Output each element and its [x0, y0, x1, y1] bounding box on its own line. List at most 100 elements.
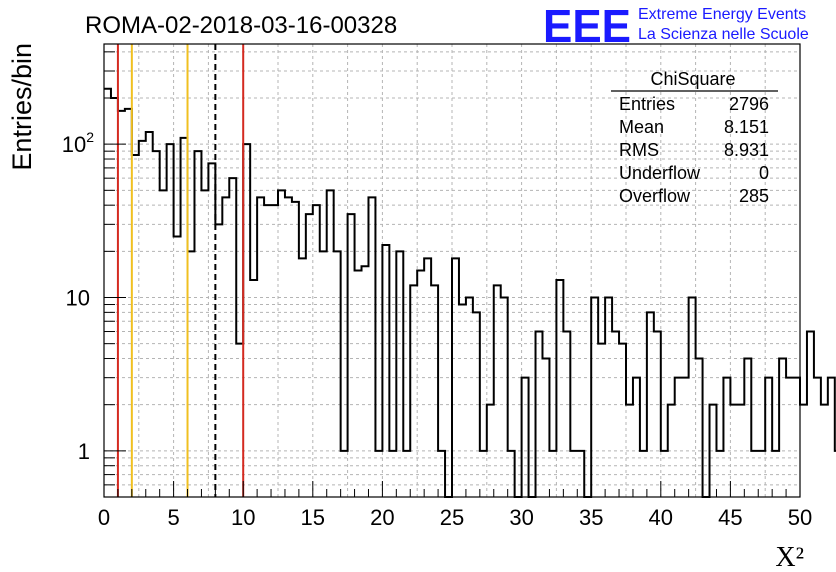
y-tick-label: 1: [78, 439, 90, 464]
histogram-bin: [264, 205, 271, 497]
stats-value: 8.151: [724, 117, 769, 137]
histogram-bin: [542, 359, 549, 497]
stats-label: Underflow: [619, 163, 701, 183]
histogram-bin: [633, 378, 640, 497]
x-tick-label: 5: [167, 505, 179, 530]
histogram-bin: [765, 378, 772, 497]
histogram-bin: [334, 251, 341, 497]
vertical-lines: [116, 44, 245, 497]
histogram-bin: [522, 378, 529, 497]
histogram-bin: [605, 298, 612, 497]
stats-value: 0: [759, 163, 769, 183]
histogram-bin: [382, 245, 389, 497]
histogram-bin: [459, 305, 466, 497]
histogram-bin: [194, 151, 201, 497]
histogram-bin: [536, 332, 543, 497]
x-axis: 0 5 10 15 20 25 30 35 40 45 50: [98, 481, 812, 530]
histogram-bin: [243, 144, 250, 497]
stats-value: 285: [739, 186, 769, 206]
histogram-bin: [786, 378, 793, 497]
histogram-bin: [104, 89, 111, 497]
histogram-bin: [689, 298, 696, 497]
stats-label: Mean: [619, 117, 664, 137]
histogram-bin: [821, 405, 828, 497]
y-axis-label: Entries/bin: [7, 43, 37, 171]
stats-value: 2796: [729, 94, 769, 114]
histogram-outline: [104, 87, 836, 498]
histogram-bin: [313, 205, 320, 497]
histogram-bin: [828, 378, 835, 497]
x-tick-label: 35: [579, 505, 603, 530]
x-tick-label: 40: [649, 505, 673, 530]
y-axis: 1 10 102: [62, 51, 126, 498]
x-axis-label: X²: [775, 542, 804, 572]
x-tick-label: 25: [440, 505, 464, 530]
histogram-bin: [814, 378, 821, 497]
histogram-bin: [501, 298, 508, 497]
histogram-bin: [153, 151, 160, 497]
histogram-bin: [598, 344, 605, 497]
histogram-bin: [181, 138, 188, 497]
histogram-bin: [167, 144, 174, 497]
histogram-bin: [348, 214, 355, 497]
histogram-bin: [271, 205, 278, 497]
histogram-bin: [675, 378, 682, 497]
histogram-bin: [125, 109, 132, 497]
histogram-bin: [188, 251, 195, 497]
x-tick-label: 50: [788, 505, 812, 530]
histogram-bin: [723, 378, 730, 497]
histogram-bin: [779, 359, 786, 497]
histogram: [104, 87, 836, 498]
stats-label: Overflow: [619, 186, 691, 206]
histogram-bin: [222, 197, 229, 497]
histogram-bin: [368, 197, 375, 497]
histogram-bin: [285, 197, 292, 497]
eee-logo: EEE Extreme Energy Events La Scienza nel…: [543, 0, 809, 52]
histogram-bin: [744, 359, 751, 497]
x-tick-label: 20: [370, 505, 394, 530]
histogram-bin: [362, 266, 369, 497]
histogram-bin: [800, 405, 807, 497]
histogram-bin: [139, 141, 146, 497]
histogram-bin: [208, 163, 215, 497]
histogram-bin: [236, 344, 243, 497]
histogram-bin: [654, 332, 661, 497]
histogram-bin: [619, 344, 626, 497]
stats-rows: Entries 2796 Mean 8.151 RMS 8.931 Underflow 0 Ov…: [619, 94, 769, 206]
stats-label: Entries: [619, 94, 675, 114]
stats-box: ChiSquare Entries 2796 Mean 8.151 RMS 8.931 Un…: [611, 69, 778, 206]
stats-title: ChiSquare: [650, 69, 735, 89]
histogram-bin: [682, 378, 689, 497]
histogram-bin: [563, 332, 570, 497]
y-tick-label: 102: [62, 129, 94, 157]
stats-value: 8.931: [724, 140, 769, 160]
stats-label: RMS: [619, 140, 659, 160]
histogram-bin: [118, 111, 125, 497]
histogram-bin: [292, 202, 299, 497]
histogram-bin: [807, 332, 814, 497]
logo-line-2: La Scienza nelle Scuole: [638, 26, 809, 43]
histogram-bin: [466, 298, 473, 497]
histogram-bin: [146, 132, 153, 497]
histogram-bin: [396, 251, 403, 497]
x-tick-label: 45: [718, 505, 742, 530]
eee-logo-mark: EEE: [543, 0, 631, 52]
histogram-bin: [229, 178, 236, 497]
y-tick-label: 10: [66, 286, 90, 311]
histogram-bin: [793, 378, 800, 497]
histogram-bin: [132, 155, 139, 497]
x-tick-label: 15: [301, 505, 325, 530]
histogram-bin: [696, 359, 703, 497]
histogram-bin: [320, 251, 327, 497]
histogram-bin: [591, 298, 598, 497]
logo-line-1: Extreme Energy Events: [638, 6, 806, 23]
chart-title: ROMA-02-2018-03-16-00328: [85, 12, 397, 39]
histogram-bin: [257, 197, 264, 497]
histogram-bin: [612, 332, 619, 497]
histogram-bin: [215, 224, 222, 497]
x-tick-label: 10: [231, 505, 255, 530]
x-tick-label: 30: [509, 505, 533, 530]
x-tick-label: 0: [98, 505, 110, 530]
histogram-bin: [306, 214, 313, 497]
